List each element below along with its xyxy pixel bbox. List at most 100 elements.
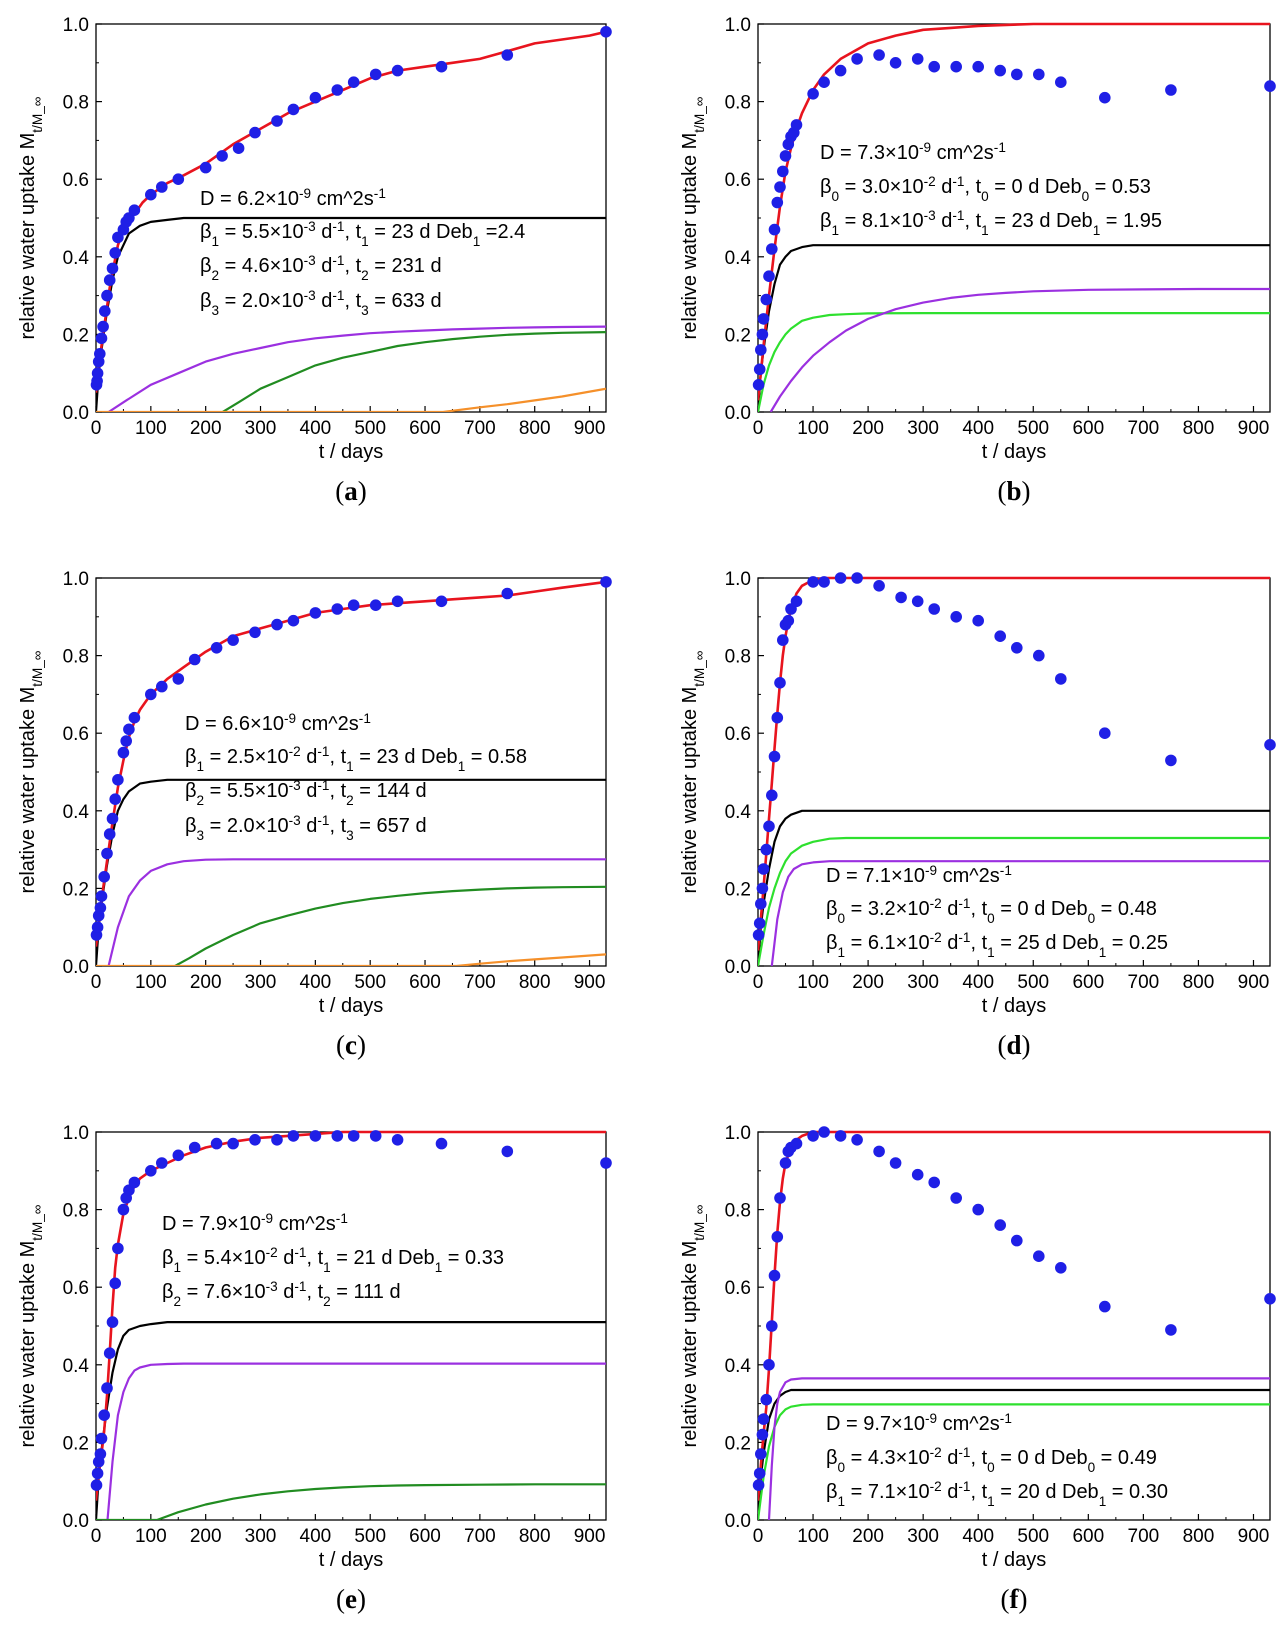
y-tick-label: 0.4 (63, 802, 90, 823)
data-point (911, 1168, 924, 1181)
data-point (249, 126, 261, 139)
y-tick-label: 0.6 (725, 724, 751, 745)
plot-area (96, 30, 606, 412)
y-tick-label: 1.0 (725, 15, 751, 36)
data-point (95, 1432, 108, 1445)
data-point (271, 1134, 283, 1146)
data-point (128, 204, 141, 216)
data-point (91, 367, 104, 380)
fit-parameter-text: D = 7.1×10-9 cm^2s-1 (826, 863, 1012, 888)
data-point (91, 1467, 104, 1480)
y-tick-label: 0.4 (63, 1356, 90, 1377)
data-point (227, 634, 239, 646)
data-point (928, 1176, 940, 1189)
x-tick-label: 300 (245, 418, 277, 439)
data-point (757, 1413, 770, 1425)
data-point (227, 1137, 239, 1150)
data-point (779, 150, 792, 162)
fit-parameter-text: D = 6.6×10-9 cm^2s-1 (185, 711, 371, 736)
data-point (188, 653, 201, 666)
data-point (188, 1141, 201, 1154)
data-point (369, 599, 382, 611)
series-line-fit-total (96, 30, 606, 393)
y-tick-label: 0.2 (725, 1433, 751, 1454)
data-point (98, 871, 110, 883)
data-point (834, 64, 847, 77)
x-axis-title: t / days (982, 441, 1046, 463)
data-point (128, 711, 141, 724)
y-tick-label: 1.0 (63, 1123, 89, 1144)
fit-parameter-text: β0 = 3.0×10-2 d-1, t0 = 0 d Deb0 = 0.53 (820, 174, 1151, 204)
fit-parameter-text: β3 = 2.0×10-3 d-1, t3 = 657 d (185, 813, 427, 843)
data-point (287, 103, 300, 116)
x-tick-label: 800 (519, 418, 551, 439)
x-tick-label: 0 (91, 418, 102, 439)
data-point (145, 188, 157, 201)
data-point (309, 91, 322, 104)
fit-parameter-text: β1 = 6.1×10-2 d-1, t1 = 25 d Deb1 = 0.25 (826, 930, 1168, 960)
data-point (790, 595, 803, 608)
data-points (90, 1130, 612, 1491)
data-point (771, 711, 784, 724)
data-point (600, 576, 612, 588)
data-point (994, 64, 1006, 77)
data-point (790, 1137, 803, 1150)
x-tick-label: 400 (300, 418, 332, 439)
x-tick-label: 100 (135, 1526, 167, 1547)
fit-parameter-text: β1 = 5.5×10-3 d-1, t1 = 23 d Deb1 =2.4 (200, 219, 525, 249)
data-point (101, 289, 113, 302)
data-point (755, 898, 767, 910)
x-tick-label: 600 (1072, 418, 1104, 439)
data-point (911, 53, 924, 65)
fit-parameter-text: β2 = 7.6×10-3 d-1, t2 = 111 d (162, 1279, 401, 1309)
data-point (501, 49, 514, 61)
data-point (818, 1126, 830, 1138)
data-point (757, 313, 770, 325)
series-line-relax-term-lightgreen (758, 312, 1270, 412)
data-point (818, 576, 830, 588)
x-tick-label: 500 (354, 1526, 386, 1547)
x-tick-label: 200 (190, 418, 222, 439)
data-points (752, 1126, 1276, 1491)
data-point (120, 735, 132, 747)
x-tick-label: 100 (135, 418, 167, 439)
data-point (774, 677, 786, 689)
series-line-diffusion-term (96, 778, 606, 966)
data-point (807, 88, 819, 100)
y-tick-label: 0.6 (725, 1278, 751, 1299)
y-tick-label: 0.6 (63, 170, 89, 191)
data-point (287, 614, 300, 627)
data-point (172, 673, 185, 685)
data-point (391, 1134, 404, 1146)
data-point (777, 634, 789, 646)
data-point (117, 1203, 130, 1216)
data-point (851, 53, 863, 65)
x-tick-label: 900 (574, 972, 606, 993)
y-tick-label: 0.4 (725, 248, 752, 269)
x-tick-label: 0 (91, 972, 102, 993)
panel-label: (d) (997, 1030, 1030, 1060)
data-point (249, 626, 261, 639)
y-tick-label: 0.4 (725, 1356, 752, 1377)
data-point (766, 789, 778, 802)
data-point (91, 921, 104, 933)
data-point (760, 293, 773, 306)
series-line-relax-term-violet (767, 1377, 1270, 1520)
x-tick-label: 900 (574, 1526, 606, 1547)
series-line-relax-term-violet (770, 860, 1270, 966)
chart-panel-b: 0 100 200 300 400 500 600 700 800 900 0.0 0.2 0.4 0.6… (679, 15, 1276, 506)
x-tick-label: 500 (1017, 1526, 1049, 1547)
series-line-diffusion-term (758, 244, 1270, 412)
data-point (757, 863, 770, 875)
y-tick-label: 1.0 (63, 569, 89, 590)
data-point (782, 614, 795, 627)
x-tick-label: 300 (907, 418, 939, 439)
data-point (807, 1130, 819, 1142)
series-line-diffusion-term (96, 1321, 606, 1520)
fit-parameter-text: D = 7.3×10-9 cm^2s-1 (820, 140, 1006, 165)
series-line-relax-term-orange (96, 387, 606, 412)
data-point (287, 1130, 300, 1142)
x-tick-label: 900 (1238, 972, 1270, 993)
data-point (112, 1242, 124, 1255)
data-point (779, 1157, 792, 1169)
